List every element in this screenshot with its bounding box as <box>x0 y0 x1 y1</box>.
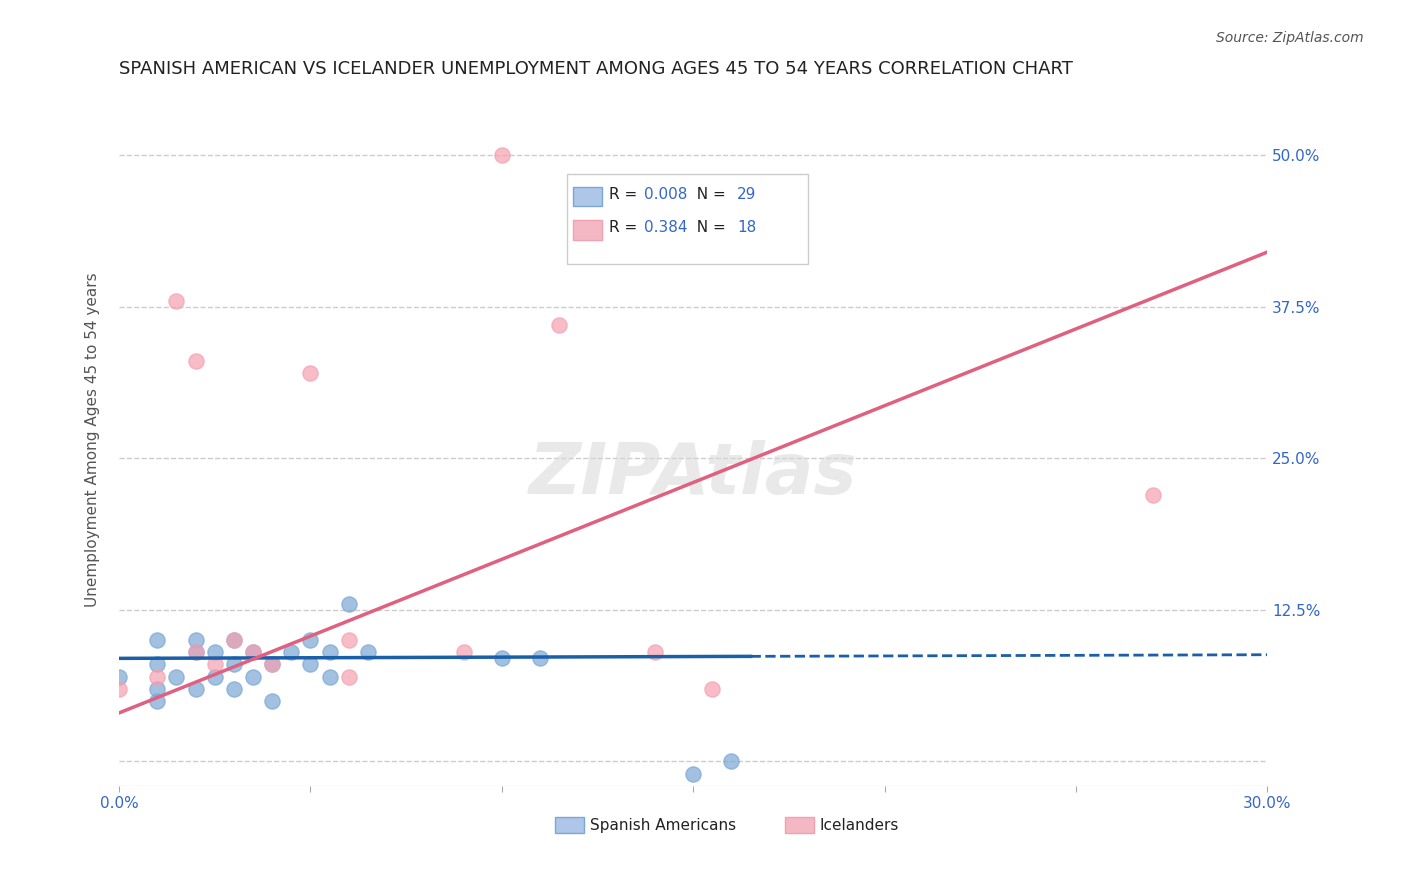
Point <box>299 657 322 672</box>
Point <box>318 645 340 659</box>
Point <box>702 681 724 696</box>
Point <box>222 633 245 648</box>
Point <box>337 633 360 648</box>
Point <box>222 633 245 648</box>
Text: Icelanders: Icelanders <box>820 818 898 832</box>
Point <box>242 669 264 683</box>
Point <box>337 669 360 683</box>
Point <box>166 669 188 683</box>
Point <box>357 645 380 659</box>
Point <box>682 766 704 780</box>
Point <box>242 645 264 659</box>
Point <box>453 645 475 659</box>
Point <box>204 645 226 659</box>
Bar <box>555 817 583 833</box>
Text: 18: 18 <box>737 220 756 235</box>
Point <box>184 681 207 696</box>
Point <box>184 645 207 659</box>
Point <box>529 651 551 665</box>
Text: Source: ZipAtlas.com: Source: ZipAtlas.com <box>1216 31 1364 45</box>
Bar <box>572 220 603 240</box>
Point <box>184 354 207 368</box>
Point <box>299 633 322 648</box>
Point <box>146 669 169 683</box>
Point <box>720 755 742 769</box>
Point <box>222 681 245 696</box>
Point <box>491 148 513 162</box>
Point <box>146 633 169 648</box>
Point <box>280 645 302 659</box>
Text: R =: R = <box>609 187 643 202</box>
Bar <box>567 174 808 264</box>
Point <box>262 657 284 672</box>
Point <box>242 645 264 659</box>
Point <box>1142 488 1164 502</box>
Point <box>222 657 245 672</box>
Bar <box>572 187 603 206</box>
Point <box>262 694 284 708</box>
Point <box>146 694 169 708</box>
Bar <box>785 817 814 833</box>
Point <box>491 651 513 665</box>
Point <box>644 645 666 659</box>
Text: N =: N = <box>688 220 731 235</box>
Point <box>184 645 207 659</box>
Text: 0.384: 0.384 <box>644 220 688 235</box>
Point <box>166 293 188 308</box>
Text: SPANISH AMERICAN VS ICELANDER UNEMPLOYMENT AMONG AGES 45 TO 54 YEARS CORRELATION: SPANISH AMERICAN VS ICELANDER UNEMPLOYME… <box>120 60 1073 78</box>
Point <box>204 657 226 672</box>
Text: 29: 29 <box>737 187 756 202</box>
Point <box>184 633 207 648</box>
Point <box>108 681 131 696</box>
Text: 0.008: 0.008 <box>644 187 688 202</box>
Point <box>146 681 169 696</box>
Point <box>204 669 226 683</box>
Point <box>108 669 131 683</box>
Text: R =: R = <box>609 220 643 235</box>
Text: ZIPAtlas: ZIPAtlas <box>529 440 858 509</box>
Text: Spanish Americans: Spanish Americans <box>591 818 735 832</box>
Y-axis label: Unemployment Among Ages 45 to 54 years: Unemployment Among Ages 45 to 54 years <box>86 273 100 607</box>
Point <box>337 597 360 611</box>
Point <box>299 367 322 381</box>
Point <box>262 657 284 672</box>
Point <box>146 657 169 672</box>
Point <box>318 669 340 683</box>
Text: N =: N = <box>688 187 731 202</box>
Point <box>548 318 571 332</box>
